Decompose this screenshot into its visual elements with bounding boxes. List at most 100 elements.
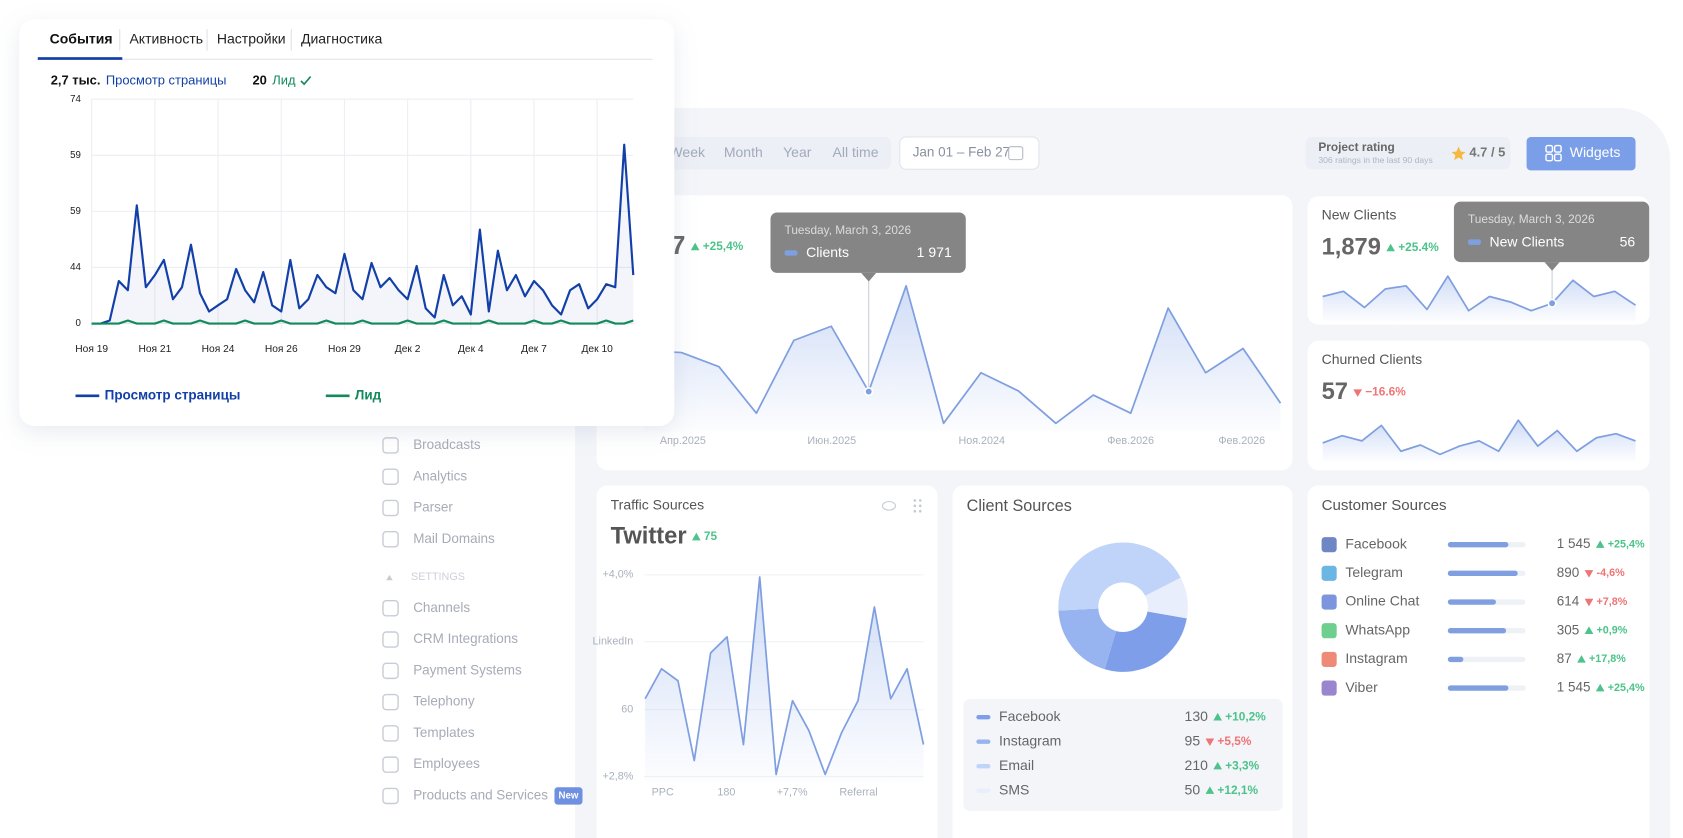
legend-label: Instagram bbox=[999, 732, 1061, 748]
x-label: Фев.2026 bbox=[1218, 435, 1265, 447]
change: 75 bbox=[704, 529, 718, 543]
source-name: Viber bbox=[1345, 679, 1378, 695]
x-tick-label: Дек 7 bbox=[521, 344, 547, 355]
bar bbox=[1447, 570, 1518, 577]
change: −16.6% bbox=[1365, 385, 1406, 399]
y-tick-label: 74 bbox=[70, 94, 81, 105]
tooltip-pointer bbox=[861, 272, 877, 282]
sidebar: Broadcasts Analytics Parser Mail Domains SET… bbox=[382, 437, 583, 805]
x-tick-label: Ноя 19 bbox=[75, 344, 108, 355]
x-label: Ноя.2024 bbox=[958, 435, 1005, 447]
period-tab[interactable]: All time bbox=[833, 144, 879, 160]
menu-item[interactable]: Mail Domains bbox=[413, 531, 495, 546]
widgets-icon bbox=[1545, 153, 1554, 162]
series-area bbox=[91, 320, 634, 324]
hide-icon[interactable] bbox=[881, 500, 896, 511]
total: 57 bbox=[1322, 379, 1348, 405]
y-tick-label: 59 bbox=[70, 150, 81, 161]
date-box[interactable] bbox=[899, 136, 1040, 170]
card-title: New Clients bbox=[1322, 206, 1397, 222]
menu-item[interactable]: Channels bbox=[413, 600, 470, 615]
drag-handle bbox=[913, 509, 917, 513]
donut-slice bbox=[1104, 611, 1187, 672]
source-name: Telegram bbox=[1345, 564, 1403, 580]
widgets-icon bbox=[1553, 153, 1562, 162]
menu-item[interactable]: Telephony bbox=[413, 694, 475, 709]
donut-slice bbox=[1145, 577, 1188, 619]
hover-point bbox=[864, 386, 874, 397]
rating-title: Project rating bbox=[1318, 140, 1394, 154]
drag-handle bbox=[918, 499, 922, 502]
bar bbox=[1447, 541, 1509, 548]
source-icon bbox=[1321, 680, 1337, 696]
tooltip-date: Tuesday, March 3, 2026 bbox=[785, 223, 912, 237]
source-icon bbox=[1321, 651, 1337, 667]
line bbox=[1322, 275, 1637, 312]
card-title: Traffic Sources bbox=[611, 497, 704, 513]
x-tick-label: Дек 2 bbox=[395, 344, 421, 355]
drag-handle bbox=[913, 499, 917, 502]
x-tick-label: Ноя 29 bbox=[328, 344, 361, 355]
menu-item[interactable]: Employees bbox=[413, 756, 480, 771]
menu-item[interactable]: CRM Integrations bbox=[413, 631, 518, 646]
menu-item[interactable]: Templates bbox=[413, 725, 475, 740]
legend-value: 210 bbox=[1185, 757, 1209, 773]
period-tab[interactable]: Year bbox=[783, 144, 812, 160]
menu-item[interactable]: Broadcasts bbox=[413, 437, 481, 452]
trend-arrow bbox=[692, 532, 701, 541]
tab[interactable]: Активность bbox=[129, 31, 203, 47]
source-icon bbox=[1321, 623, 1337, 639]
widgets-button[interactable] bbox=[1526, 136, 1636, 171]
tab[interactable]: Диагностика bbox=[301, 31, 382, 47]
source-value: 87 bbox=[1557, 651, 1572, 666]
source-name: Instagram bbox=[1345, 650, 1407, 666]
area-fill bbox=[645, 577, 924, 782]
total: 1,879 bbox=[1322, 234, 1381, 260]
hover-point bbox=[1547, 298, 1557, 308]
bar bbox=[1447, 628, 1507, 634]
trend-arrow bbox=[690, 242, 700, 251]
menu-icon bbox=[382, 756, 399, 773]
tooltip-box bbox=[770, 212, 966, 273]
menu-item[interactable]: Parser bbox=[413, 500, 453, 515]
tab[interactable]: Настройки bbox=[217, 31, 286, 47]
legend-swatch bbox=[976, 764, 991, 769]
tooltip-pointer bbox=[1544, 262, 1560, 271]
change: +25.4% bbox=[1398, 240, 1439, 254]
source-value: 305 bbox=[1557, 622, 1579, 637]
summary-value: 2,7 тыс. bbox=[51, 72, 101, 87]
client-sources-card: Client Sources Facebook 130 +10,2% Instagram… bbox=[963, 497, 1283, 812]
badge-text: New bbox=[559, 791, 579, 802]
x-label: PPC bbox=[652, 787, 674, 799]
period-tab[interactable]: Month bbox=[724, 144, 763, 160]
new-clients-card: New Clients 1,879 +25.4% Tuesday, March 3, … bbox=[1322, 201, 1650, 322]
change: +5,5% bbox=[1217, 734, 1251, 748]
menu-item[interactable]: Payment Systems bbox=[413, 662, 522, 677]
menu-item[interactable]: Analytics bbox=[413, 468, 467, 483]
line bbox=[1322, 419, 1636, 456]
source-icon bbox=[1321, 594, 1337, 610]
x-tick-label: Ноя 21 bbox=[138, 344, 171, 355]
widgets-icon bbox=[1553, 144, 1562, 153]
total: 7 bbox=[671, 232, 685, 260]
y-label: +2,8% bbox=[602, 770, 633, 782]
trend-arrow bbox=[1584, 570, 1594, 578]
date-range: Jan 01 – Feb 27 bbox=[913, 145, 1010, 160]
clients-card: 7 +25,4% Апр.2025 Июн.2025 Ноя.2024 Фев.2026 Ф… bbox=[644, 212, 1282, 447]
menu-icon bbox=[382, 600, 399, 617]
card-title: Churned Clients bbox=[1322, 351, 1423, 367]
rating-subtitle: 306 ratings in the last 90 days bbox=[1318, 155, 1432, 165]
period-tab[interactable]: Week bbox=[669, 144, 706, 160]
menu-item[interactable]: Products and Services bbox=[413, 788, 548, 803]
summary-label: Просмотр страницы bbox=[106, 72, 227, 87]
source-value: 890 bbox=[1557, 565, 1579, 580]
tab[interactable]: События bbox=[50, 31, 113, 47]
bar bbox=[1447, 656, 1464, 663]
legend-swatch bbox=[976, 788, 991, 793]
card-title: Customer Sources bbox=[1322, 497, 1447, 514]
x-tick-label: Ноя 26 bbox=[265, 344, 298, 355]
trend-arrow bbox=[1213, 712, 1222, 721]
menu-icon bbox=[382, 693, 399, 711]
menu-icon bbox=[382, 787, 399, 805]
